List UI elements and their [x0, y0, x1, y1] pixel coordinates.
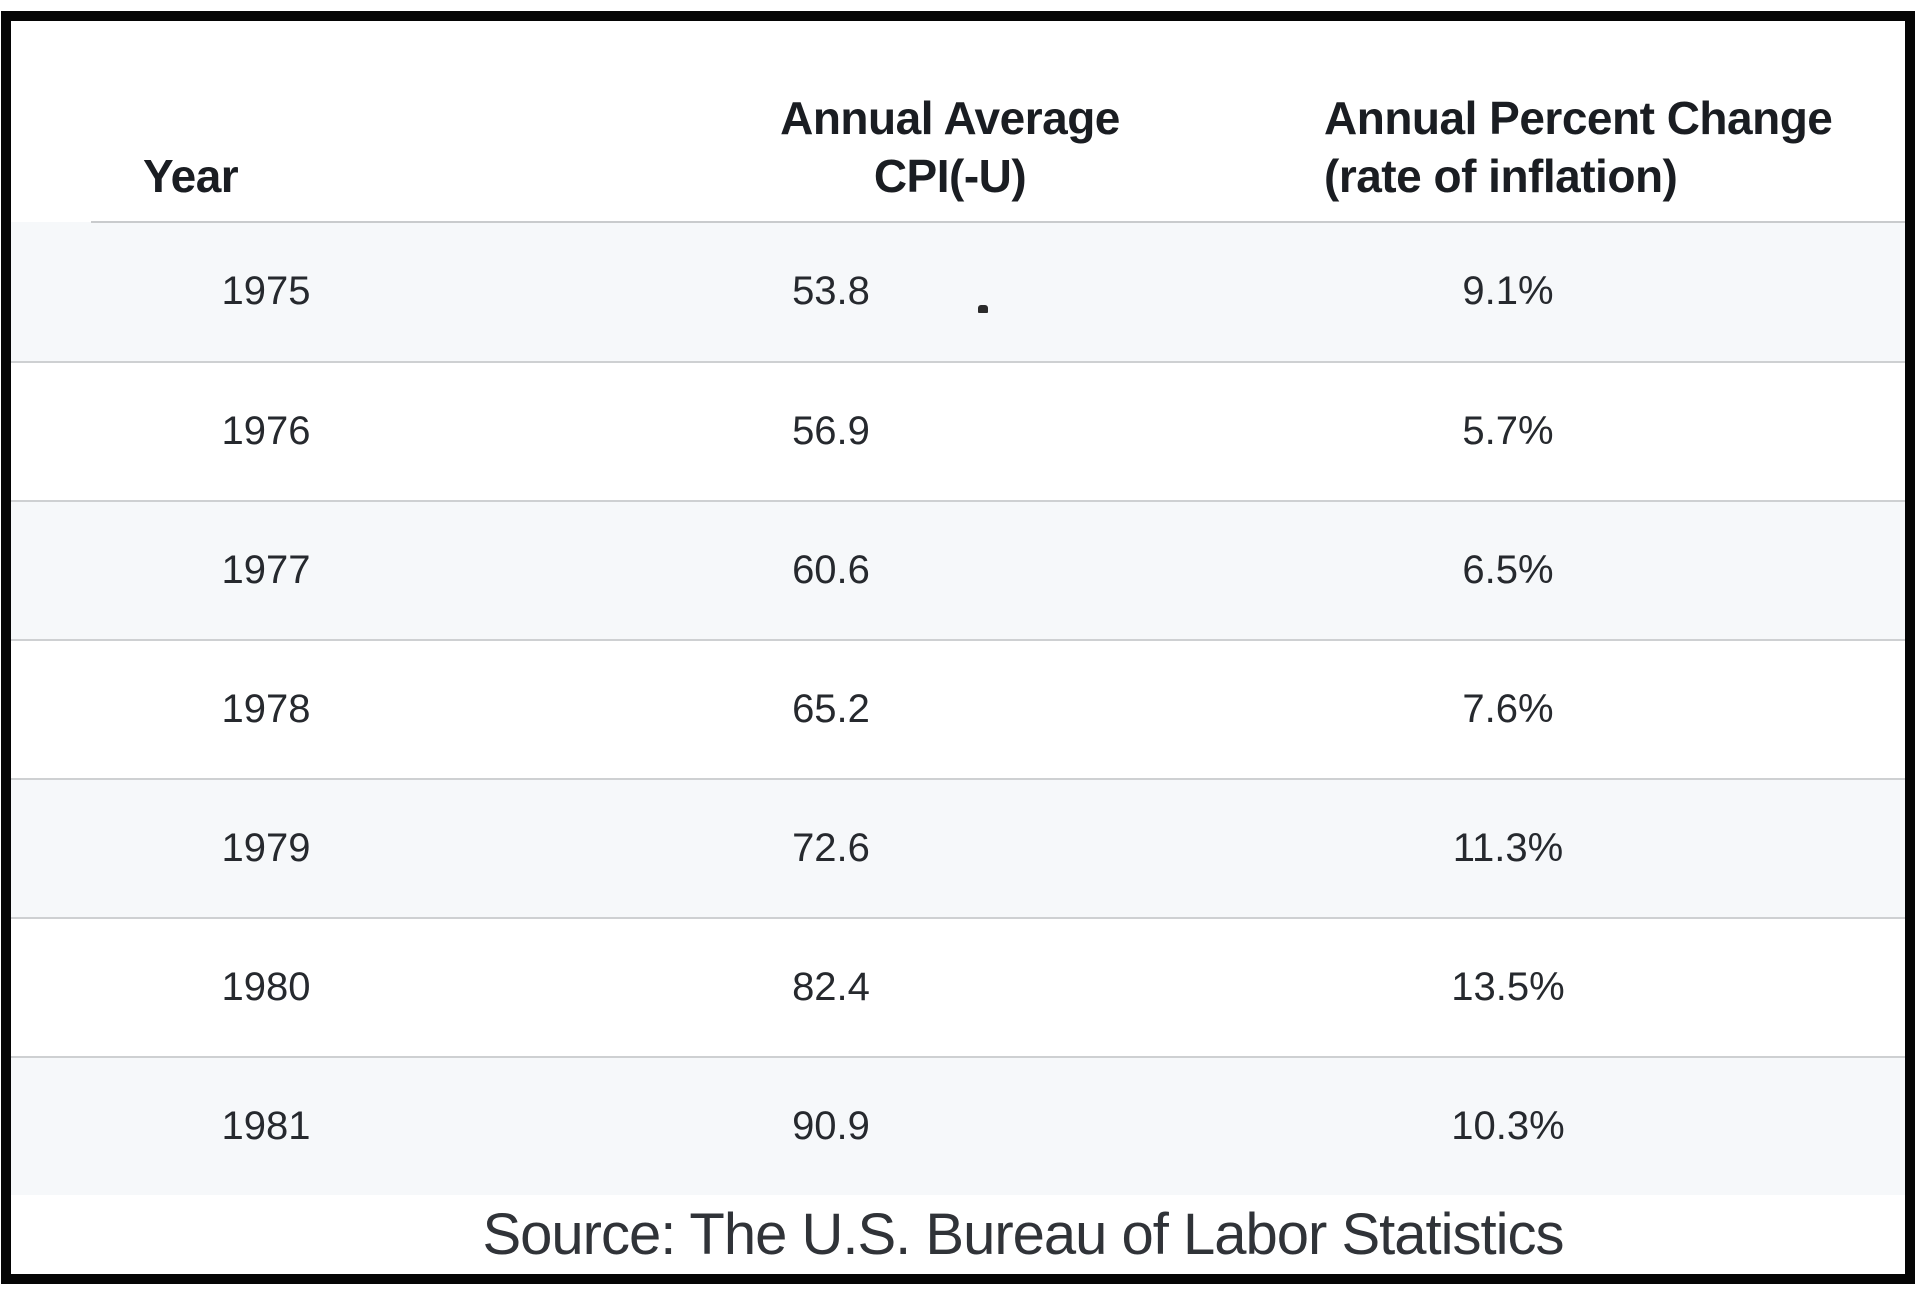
table-footer: Source: The U.S. Bureau of Labor Statist… — [11, 1195, 1905, 1274]
cpi-table: Year Annual Average CPI(-U) Annual Perce… — [11, 21, 1905, 1274]
table-row: 1979 72.6 11.3% — [11, 778, 1905, 917]
cpi-cell: 56.9 — [792, 409, 870, 453]
column-header-percent-change-line2: (rate of inflation) — [1324, 150, 1678, 203]
cpi-cell: 60.6 — [792, 548, 870, 592]
year-cell: 1976 — [221, 409, 311, 453]
table-row: 1975 53.8 9.1% — [11, 222, 1905, 361]
column-header-year: Year — [143, 150, 239, 203]
table-frame: Year Annual Average CPI(-U) Annual Perce… — [1, 11, 1915, 1284]
percent-change-cell: 9.1% — [1462, 269, 1554, 313]
percent-change-cell: 10.3% — [1451, 1104, 1565, 1148]
year-cell: 1979 — [221, 826, 311, 870]
cpi-cell: 82.4 — [792, 965, 870, 1009]
table-row: 1976 56.9 5.7% — [11, 361, 1905, 500]
stray-ink-mark — [978, 305, 988, 313]
header-underline — [91, 221, 1905, 223]
table-row: 1978 65.2 7.6% — [11, 639, 1905, 778]
percent-change-cell: 13.5% — [1451, 965, 1565, 1009]
year-cell: 1977 — [221, 548, 311, 592]
percent-change-cell: 11.3% — [1452, 826, 1564, 870]
cpi-cell: 72.6 — [792, 826, 870, 870]
year-cell: 1975 — [221, 269, 311, 313]
percent-change-cell: 5.7% — [1462, 409, 1554, 453]
percent-change-cell: 7.6% — [1462, 687, 1554, 731]
cpi-cell: 65.2 — [792, 687, 870, 731]
year-cell: 1981 — [221, 1104, 311, 1148]
table-header-row: Year Annual Average CPI(-U) Annual Perce… — [11, 21, 1905, 222]
year-cell: 1978 — [221, 687, 311, 731]
cpi-cell: 53.8 — [792, 269, 870, 313]
source-caption: Source: The U.S. Bureau of Labor Statist… — [482, 1202, 1564, 1267]
table-row: 1977 60.6 6.5% — [11, 500, 1905, 639]
percent-change-cell: 6.5% — [1462, 548, 1554, 592]
table-row: 1981 90.9 10.3% — [11, 1056, 1905, 1195]
column-header-percent-change-line1: Annual Percent Change — [1324, 92, 1833, 145]
table-row: 1980 82.4 13.5% — [11, 917, 1905, 1056]
column-header-percent-change: Annual Percent Change (rate of inflation… — [1141, 90, 1905, 222]
column-header-cpi: Annual Average CPI(-U) — [780, 92, 1120, 203]
year-cell: 1980 — [221, 965, 311, 1009]
cpi-cell: 90.9 — [792, 1104, 870, 1148]
